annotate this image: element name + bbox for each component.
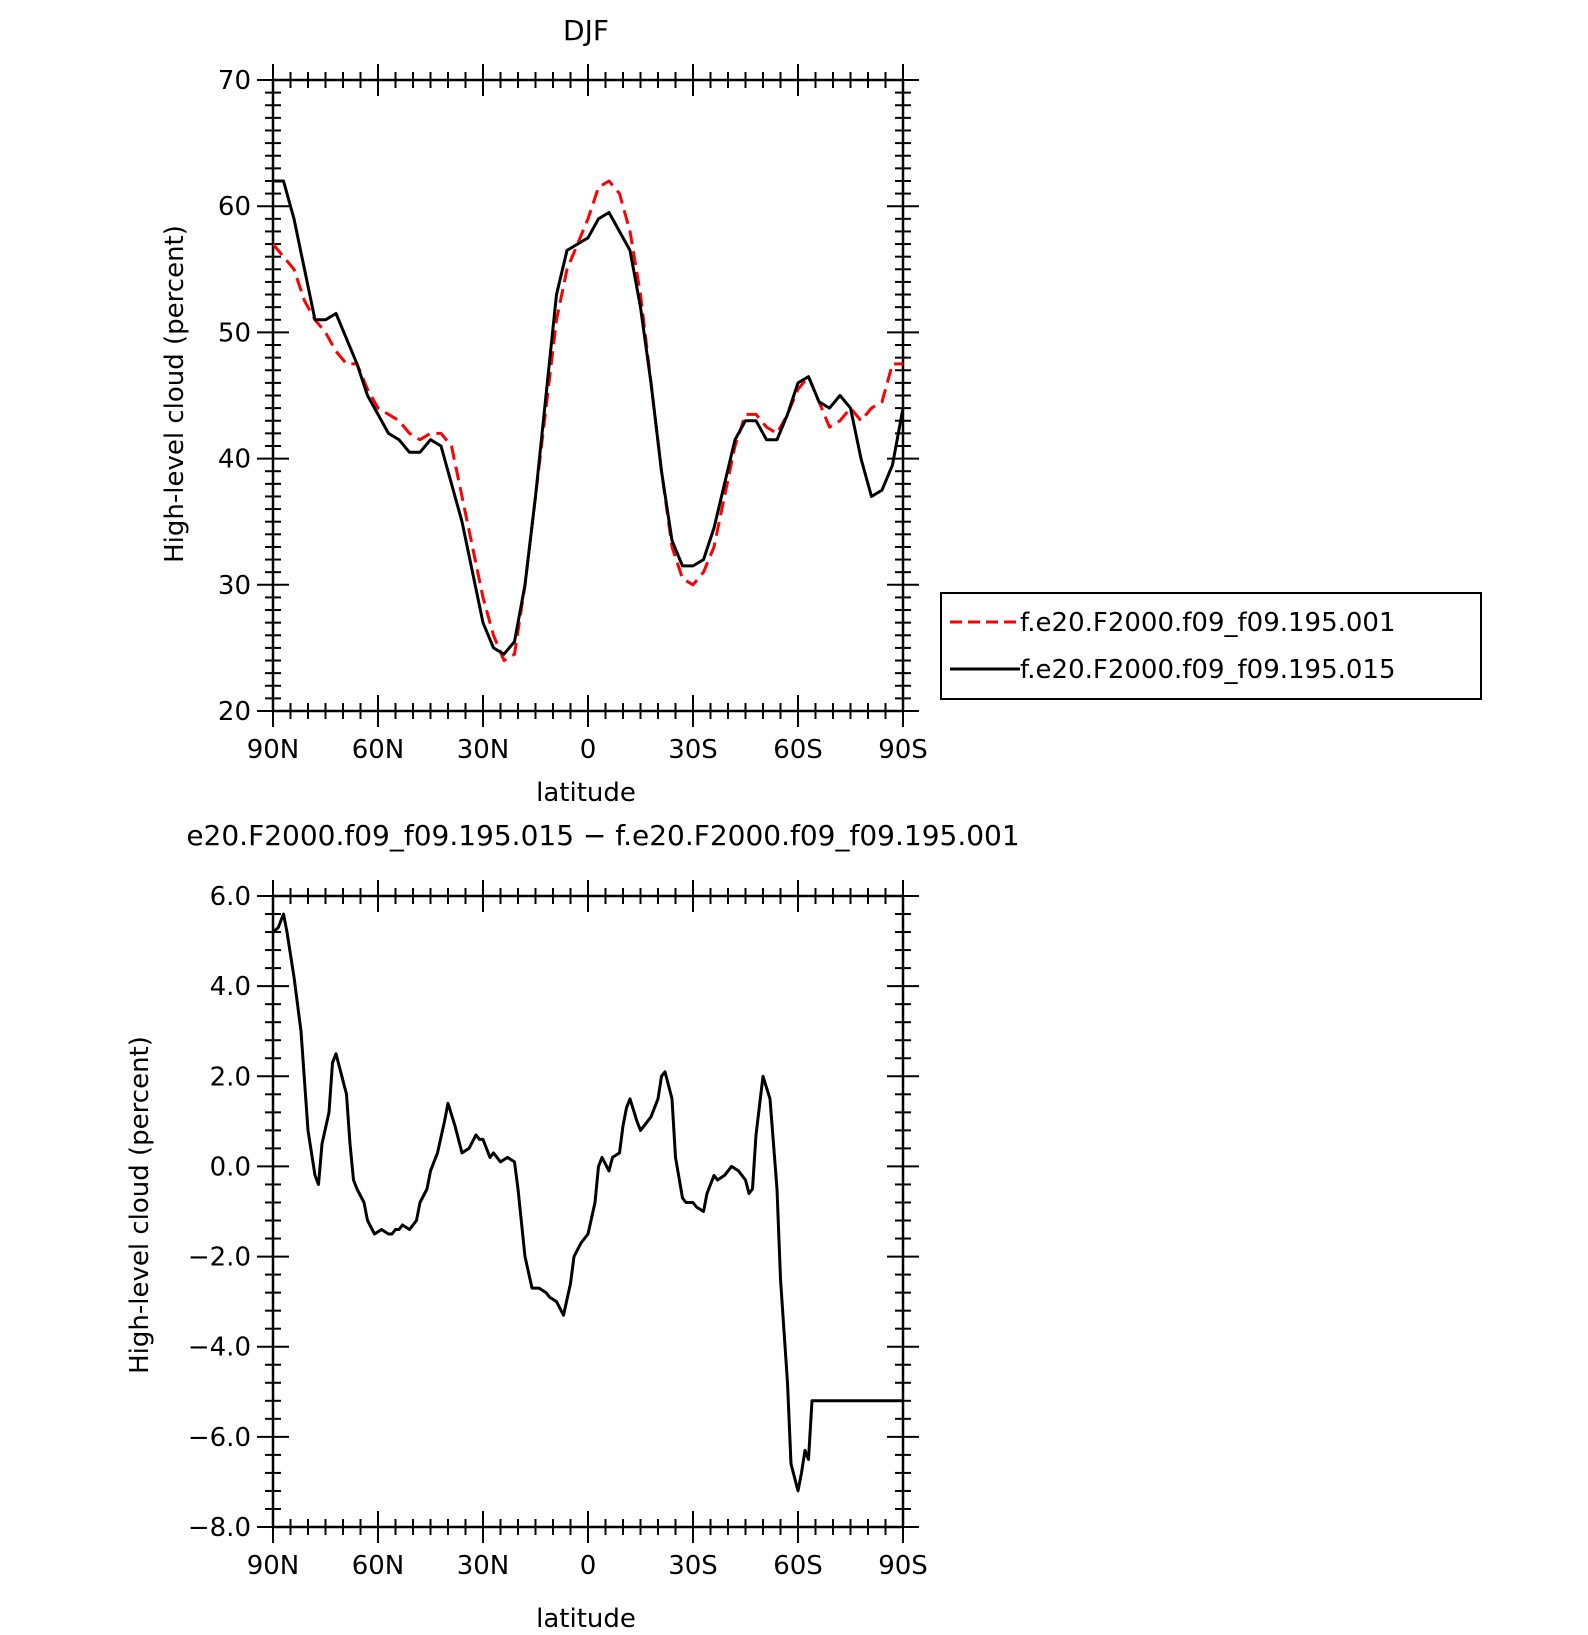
- bottom-y-axis-label: High-level cloud (percent): [125, 1036, 155, 1374]
- legend-label-001: f.e20.F2000.f09_f09.195.001: [1020, 608, 1396, 638]
- bottom-x-tick-label: 30S: [668, 1551, 718, 1581]
- bottom-y-tick-label: 6.0: [210, 882, 251, 912]
- top-panel: DJF 90N 60N 30N 0 30S 60S 90S 20 30 40 50 60 70 lati…: [160, 14, 1482, 808]
- top-y-tick-label: 30: [218, 571, 251, 601]
- top-y-tick-label: 70: [218, 66, 251, 96]
- bottom-y-tick-label: −8.0: [188, 1513, 251, 1543]
- top-y-tick-label: 50: [218, 318, 251, 348]
- top-plot-area: 90N 60N 30N 0 30S 60S 90S 20 30 40 50 60 70: [218, 64, 928, 765]
- top-y-tick-label: 20: [218, 697, 251, 727]
- bottom-y-tick-label: 4.0: [210, 972, 251, 1002]
- bottom-x-tick-label: 30N: [457, 1551, 510, 1581]
- bottom-panel: e20.F2000.f09_f09.195.015 − f.e20.F2000.…: [125, 819, 1020, 1634]
- bottom-y-tick-label: −2.0: [188, 1243, 251, 1273]
- top-x-tick-label: 0: [580, 735, 597, 765]
- top-x-tick-label: 60S: [773, 735, 823, 765]
- top-x-tick-label: 30S: [668, 735, 718, 765]
- top-y-axis-label: High-level cloud (percent): [160, 225, 190, 563]
- bottom-series-line-0: [273, 912, 903, 1493]
- top-x-tick-label: 30N: [457, 735, 510, 765]
- top-chart-title: DJF: [563, 14, 609, 47]
- top-y-tick-label: 40: [218, 445, 251, 475]
- bottom-y-tick-label: −6.0: [188, 1423, 251, 1453]
- legend-label-015: f.e20.F2000.f09_f09.195.015: [1020, 655, 1396, 685]
- legend-box: [940, 592, 1482, 700]
- bottom-x-tick-label: 60N: [352, 1551, 405, 1581]
- bottom-y-tick-label: 0.0: [210, 1152, 251, 1182]
- top-series-line-0: [273, 179, 903, 662]
- top-x-tick-label: 90S: [878, 735, 928, 765]
- bottom-x-tick-label: 90N: [247, 1551, 300, 1581]
- legend: f.e20.F2000.f09_f09.195.001 f.e20.F2000.…: [940, 592, 1482, 700]
- top-x-axis-label: latitude: [536, 778, 636, 808]
- bottom-x-tick-label: 0: [580, 1551, 597, 1581]
- top-y-tick-label: 60: [218, 192, 251, 222]
- bottom-x-axis-label: latitude: [536, 1604, 636, 1634]
- bottom-plot-area: 90N 60N 30N 0 30S 60S 90S −8.0 −6.0 −4.0 −2.0 0.0 2.…: [188, 880, 928, 1581]
- bottom-x-tick-label: 60S: [773, 1551, 823, 1581]
- top-series-line-1: [273, 179, 903, 656]
- bottom-x-tick-label: 90S: [878, 1551, 928, 1581]
- bottom-chart-title: e20.F2000.f09_f09.195.015 − f.e20.F2000.…: [186, 819, 1019, 852]
- top-x-tick-label: 90N: [247, 735, 300, 765]
- top-x-tick-label: 60N: [352, 735, 405, 765]
- bottom-y-tick-label: −4.0: [188, 1333, 251, 1363]
- bottom-plot-frame: [271, 894, 905, 1529]
- bottom-y-tick-label: 2.0: [210, 1062, 251, 1092]
